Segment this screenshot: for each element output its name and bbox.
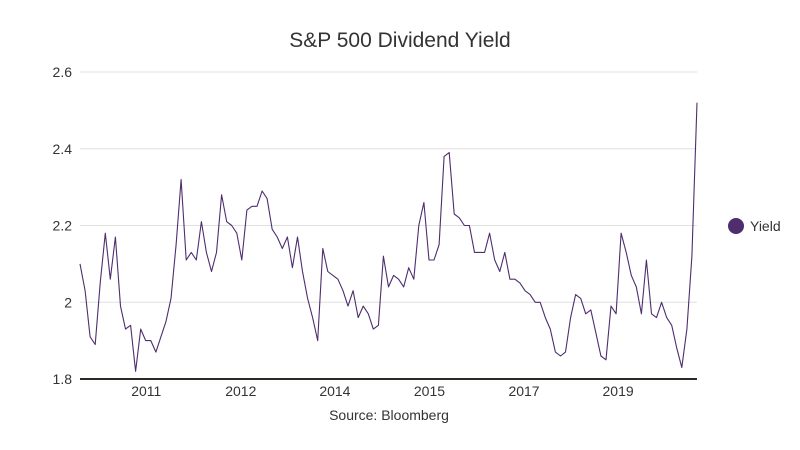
y-tick-label: 2.6 — [53, 64, 73, 80]
x-tick-label: 2011 — [131, 383, 161, 399]
x-tick-label: 2019 — [603, 383, 634, 399]
y-tick-label: 2.2 — [53, 218, 73, 234]
x-tick-label: 2014 — [319, 383, 350, 399]
source-note: Source: Bloomberg — [329, 407, 449, 423]
legend[interactable]: Yield — [728, 218, 781, 234]
legend-label-yield[interactable]: Yield — [750, 218, 781, 234]
y-tick-label: 2 — [64, 294, 72, 310]
gridlines — [80, 71, 697, 303]
y-axis: 1.8 2 2.2 2.4 2.6 — [53, 64, 73, 387]
x-tick-label: 2015 — [414, 383, 445, 399]
legend-marker-yield — [728, 218, 744, 234]
series-line-yield[interactable] — [79, 102, 698, 372]
y-tick-label: 2.4 — [53, 141, 73, 157]
x-axis: 2011 2012 2014 2015 2017 2019 — [131, 383, 634, 399]
x-tick-label: 2017 — [508, 383, 539, 399]
x-tick-label: 2012 — [225, 383, 256, 399]
y-tick-label: 1.8 — [53, 371, 73, 387]
chart-title: S&P 500 Dividend Yield — [289, 29, 510, 52]
series-group — [79, 102, 698, 372]
